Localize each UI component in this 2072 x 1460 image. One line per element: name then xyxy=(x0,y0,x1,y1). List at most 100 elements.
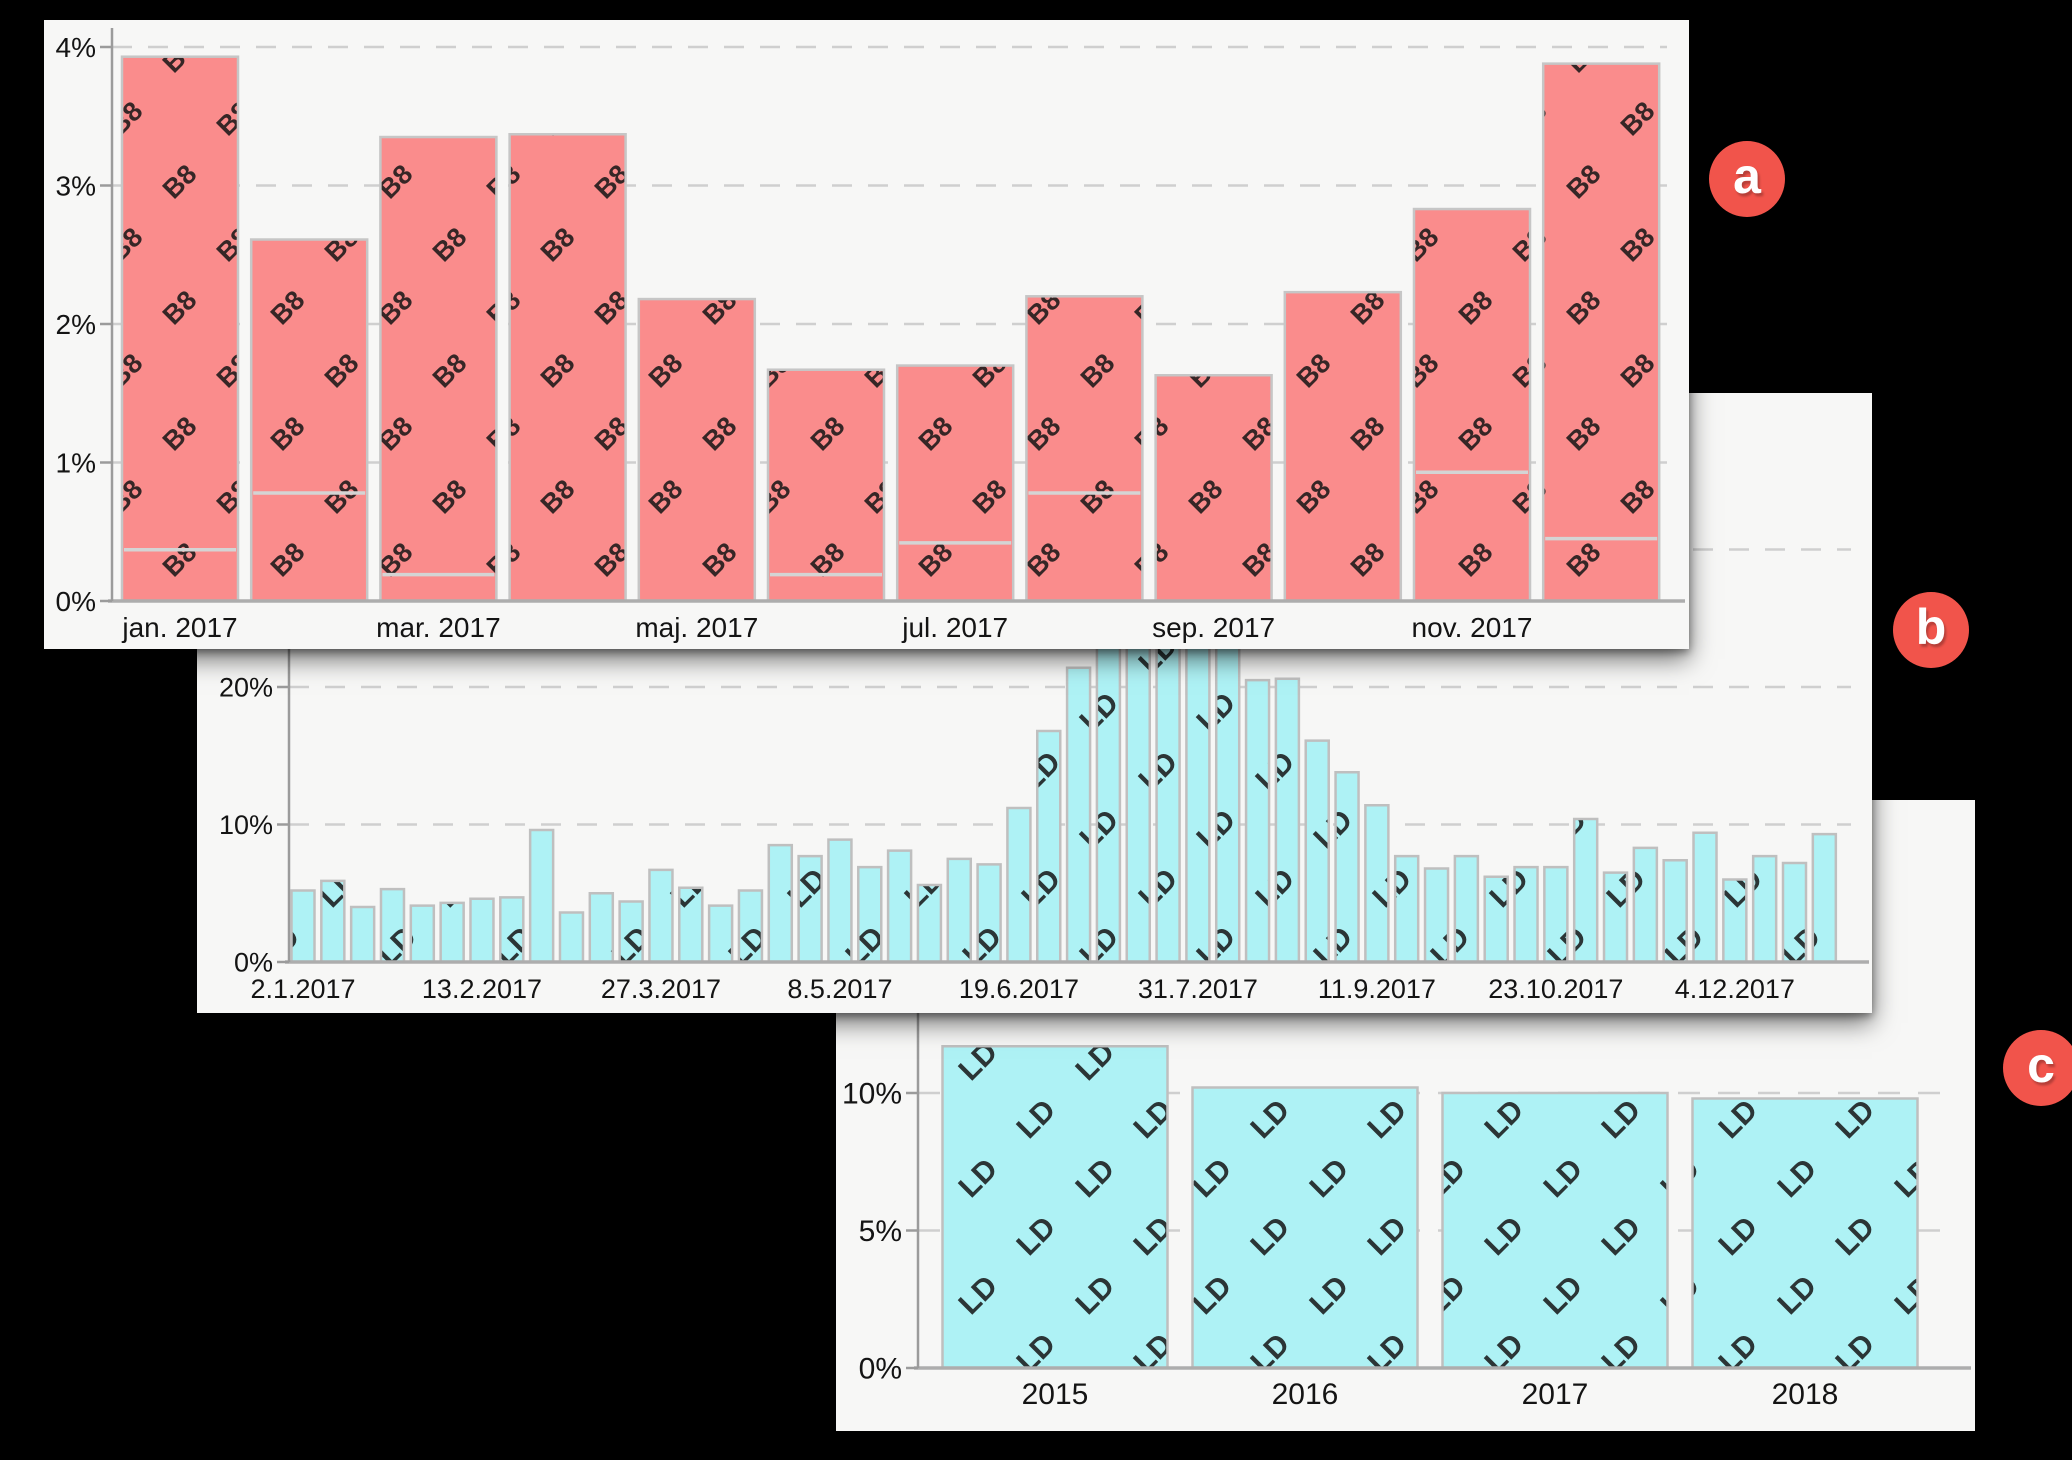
bar-b-33[interactable] xyxy=(1244,678,1271,964)
y-tick-label: 2% xyxy=(56,309,96,340)
bar-b-48[interactable] xyxy=(1692,831,1718,964)
bar-b-38[interactable] xyxy=(1393,854,1420,964)
bar-a-10[interactable] xyxy=(1283,290,1403,603)
bar-b-39[interactable] xyxy=(1423,867,1450,964)
bar-b-9[interactable] xyxy=(528,828,555,964)
x-tick-label: 27.3.2017 xyxy=(601,974,721,1004)
bar-b-1[interactable] xyxy=(290,889,316,964)
bar-b-30[interactable] xyxy=(1155,623,1181,964)
bar-b-24[interactable] xyxy=(976,863,1002,964)
bar-b-23[interactable] xyxy=(946,857,973,964)
bar-b-18[interactable] xyxy=(797,854,823,964)
bar-b-25[interactable] xyxy=(1006,806,1032,964)
bar-a-1[interactable] xyxy=(120,55,240,603)
badge-b-label: b xyxy=(1915,599,1947,655)
y-tick-label: 0% xyxy=(859,1353,902,1386)
bar-b-43[interactable] xyxy=(1543,865,1569,964)
bar-b-7[interactable] xyxy=(469,897,495,964)
bar-a-7[interactable] xyxy=(895,364,1015,603)
bar-b-41[interactable] xyxy=(1483,875,1509,964)
x-tick-label: 2016 xyxy=(1272,1378,1339,1411)
bar-c-1[interactable] xyxy=(941,1045,1169,1370)
x-tick-label: maj. 2017 xyxy=(635,612,758,643)
bar-a-9[interactable] xyxy=(1154,373,1273,603)
bar-b-37[interactable] xyxy=(1364,804,1390,964)
bar-b-14[interactable] xyxy=(678,886,704,964)
bar-b-15[interactable] xyxy=(707,904,734,964)
x-tick-label: 4.12.2017 xyxy=(1675,974,1795,1004)
bar-a-3[interactable] xyxy=(379,135,498,603)
y-tick-label: 0% xyxy=(234,947,273,977)
y-tick-label: 4% xyxy=(56,32,96,63)
bar-c-2[interactable] xyxy=(1191,1086,1419,1370)
bar-b-16[interactable] xyxy=(737,889,764,964)
x-tick-label: jan. 2017 xyxy=(121,612,237,643)
bar-b-28[interactable] xyxy=(1095,623,1122,964)
bar-b-47[interactable] xyxy=(1662,859,1688,964)
badge-a-label: a xyxy=(1733,148,1761,204)
bar-b-2[interactable] xyxy=(320,879,346,964)
bar-a-8[interactable] xyxy=(1025,295,1144,603)
bar-b-19[interactable] xyxy=(827,838,853,964)
bar-b-4[interactable] xyxy=(379,887,406,964)
bar-b-3[interactable] xyxy=(349,905,376,964)
y-tick-label: 1% xyxy=(56,447,96,478)
bar-b-46[interactable] xyxy=(1632,846,1659,964)
bar-b-12[interactable] xyxy=(618,900,644,964)
x-tick-label: 2017 xyxy=(1522,1378,1589,1411)
bar-a-5[interactable] xyxy=(637,297,757,603)
bar-b-5[interactable] xyxy=(409,904,436,964)
bar-b-45[interactable] xyxy=(1602,871,1629,964)
badge-a: a xyxy=(1709,141,1785,217)
bar-c-3[interactable] xyxy=(1441,1091,1669,1370)
x-tick-label: 2015 xyxy=(1022,1378,1089,1411)
y-tick-label: 5% xyxy=(859,1215,902,1248)
bar-c-4[interactable] xyxy=(1691,1097,1919,1370)
badge-c: c xyxy=(2003,1030,2072,1106)
bar-b-27[interactable] xyxy=(1065,666,1092,964)
x-tick-label: 19.6.2017 xyxy=(959,974,1079,1004)
bar-b-8[interactable] xyxy=(499,896,525,964)
bar-b-36[interactable] xyxy=(1334,771,1360,964)
y-tick-label: 10% xyxy=(219,810,273,840)
bar-a-2[interactable] xyxy=(249,238,369,603)
badge-b: b xyxy=(1893,592,1969,668)
bar-b-32[interactable] xyxy=(1214,637,1241,964)
bar-b-22[interactable] xyxy=(916,883,943,964)
bar-b-21[interactable] xyxy=(886,849,913,964)
bar-b-31[interactable] xyxy=(1185,630,1211,964)
bar-b-35[interactable] xyxy=(1304,739,1330,964)
x-tick-label: 11.9.2017 xyxy=(1318,974,1436,1004)
badge-c-label: c xyxy=(2027,1037,2055,1093)
bar-b-51[interactable] xyxy=(1781,861,1808,964)
bar-b-34[interactable] xyxy=(1274,677,1301,964)
bar-b-13[interactable] xyxy=(648,868,674,964)
bar-b-42[interactable] xyxy=(1513,865,1539,964)
bar-b-29[interactable] xyxy=(1125,617,1151,964)
bar-b-26[interactable] xyxy=(1036,729,1062,964)
x-tick-label: 23.10.2017 xyxy=(1488,974,1623,1004)
bar-a-12[interactable] xyxy=(1541,62,1661,603)
bar-a-4[interactable] xyxy=(508,133,627,603)
bar-b-50[interactable] xyxy=(1751,854,1778,964)
x-tick-label: nov. 2017 xyxy=(1412,612,1533,643)
bar-b-17[interactable] xyxy=(767,843,794,964)
bar-b-49[interactable] xyxy=(1722,878,1748,964)
bar-b-20[interactable] xyxy=(857,865,883,964)
x-tick-label: 2.1.2017 xyxy=(250,974,355,1004)
x-tick-label: 31.7.2017 xyxy=(1138,974,1258,1004)
bar-b-10[interactable] xyxy=(558,911,585,964)
bar-b-40[interactable] xyxy=(1453,854,1480,964)
x-tick-label: 2018 xyxy=(1772,1378,1839,1411)
bar-b-44[interactable] xyxy=(1572,817,1599,964)
bar-a-6[interactable] xyxy=(766,368,886,603)
bar-b-6[interactable] xyxy=(439,901,465,964)
x-tick-label: 13.2.2017 xyxy=(422,974,542,1004)
bar-b-11[interactable] xyxy=(588,892,615,964)
bar-a-11[interactable] xyxy=(1412,207,1532,603)
bar-b-52[interactable] xyxy=(1811,832,1838,964)
